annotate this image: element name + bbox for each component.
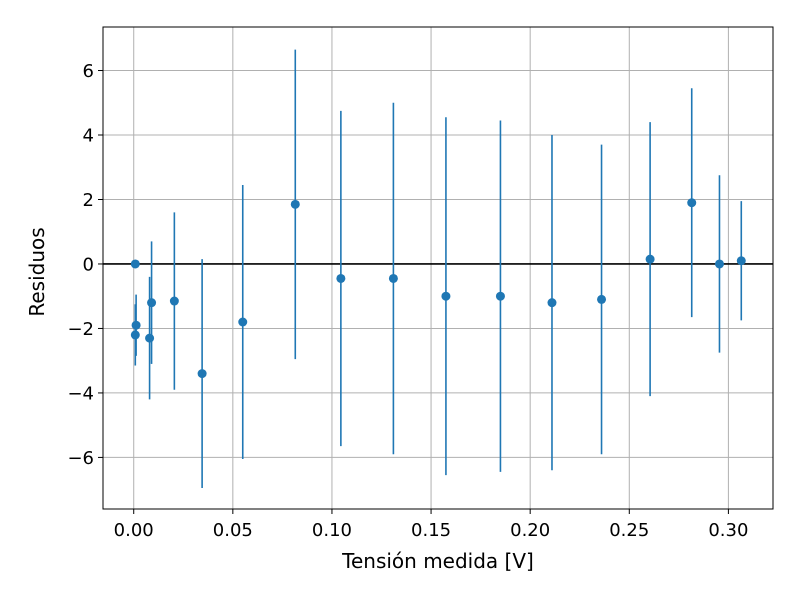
- x-tick-label: 0.15: [411, 520, 451, 541]
- y-tick-label: 6: [83, 61, 94, 82]
- data-point: [131, 320, 141, 330]
- data-point: [714, 259, 724, 269]
- data-point: [547, 298, 557, 308]
- grid: [103, 27, 773, 509]
- data-point: [145, 333, 155, 343]
- data-point: [495, 291, 505, 301]
- data-point: [130, 330, 140, 340]
- y-tick-label: 0: [83, 254, 94, 275]
- data-point: [336, 273, 346, 283]
- data-point: [736, 256, 746, 266]
- data-point: [388, 273, 398, 283]
- x-axis-ticks: 0.00 0.05 0.10 0.15 0.20 0.25 0.30: [114, 509, 748, 541]
- y-tick-label: −2: [67, 319, 94, 340]
- y-tick-label: −4: [67, 383, 94, 404]
- data-point: [130, 259, 140, 269]
- x-tick-label: 0.30: [708, 520, 748, 541]
- data-point: [197, 369, 207, 379]
- x-tick-label: 0.05: [213, 520, 253, 541]
- data-point: [238, 317, 248, 327]
- y-tick-label: −6: [67, 448, 94, 469]
- y-axis-ticks: −6 −4 −2 0 2 4 6: [67, 61, 103, 469]
- data-point: [687, 198, 697, 208]
- data-point: [441, 291, 451, 301]
- data-point: [645, 254, 655, 264]
- y-tick-label: 4: [83, 126, 94, 147]
- plot-frame: [102, 26, 774, 510]
- data-point: [147, 298, 157, 308]
- x-tick-label: 0.10: [312, 520, 352, 541]
- data-point: [597, 294, 607, 304]
- data-point: [290, 199, 300, 209]
- x-axis-label: Tensión medida [V]: [341, 549, 534, 573]
- data-point: [169, 296, 179, 306]
- x-tick-label: 0.20: [510, 520, 550, 541]
- y-axis-label: Residuos: [25, 227, 49, 316]
- x-tick-label: 0.25: [609, 520, 649, 541]
- x-tick-label: 0.00: [114, 520, 154, 541]
- data-series: [130, 49, 746, 489]
- y-tick-label: 2: [83, 190, 94, 211]
